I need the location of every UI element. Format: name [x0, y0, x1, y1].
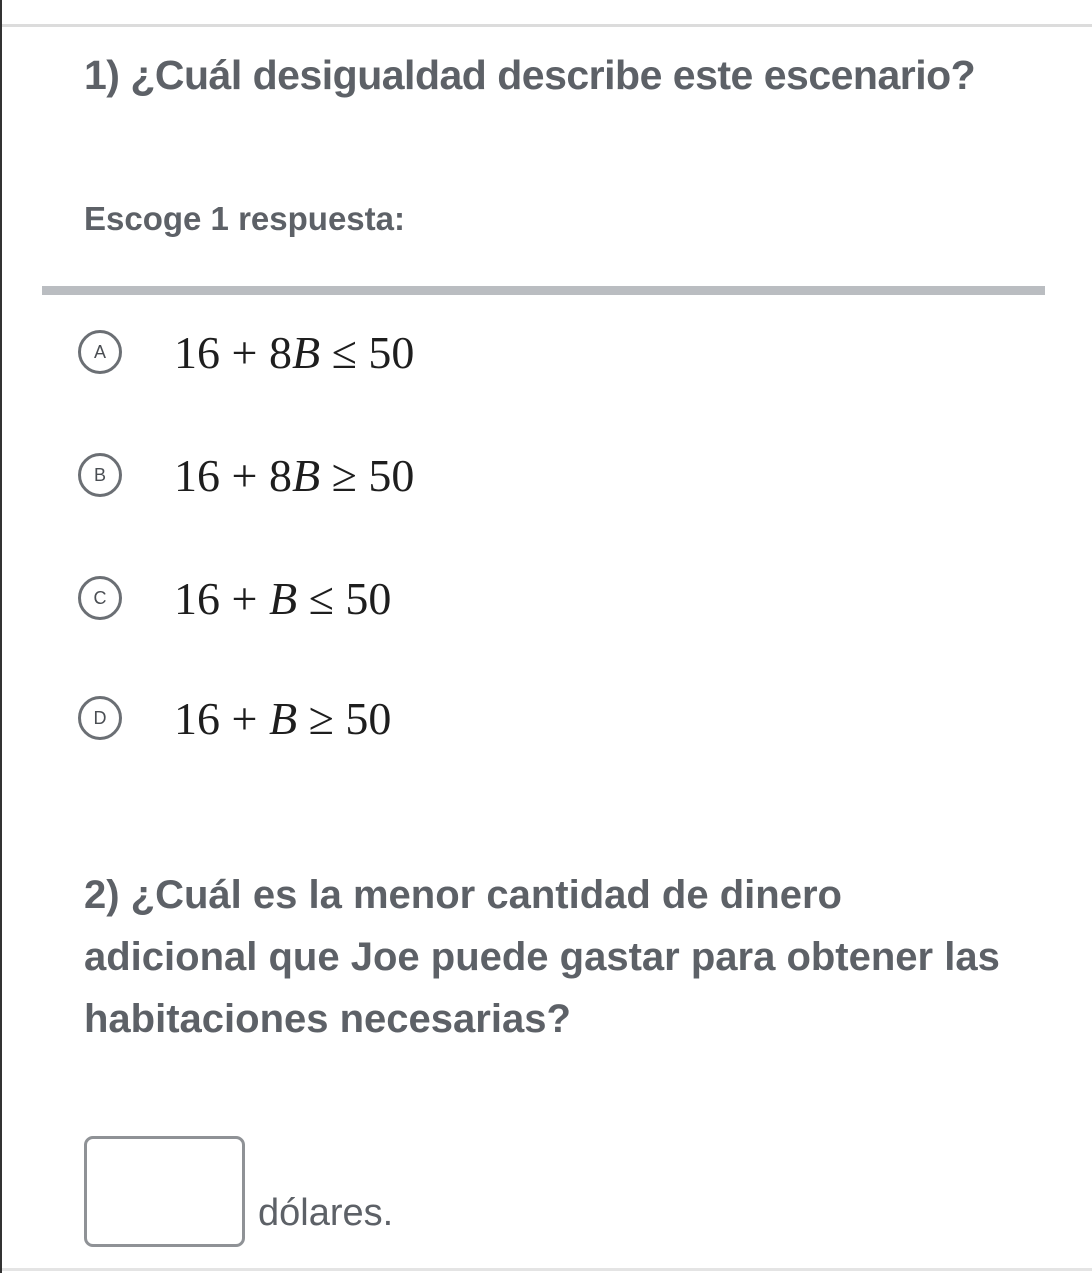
option-b[interactable]: B 16 + 8B ≥ 50: [78, 445, 414, 505]
option-a-text: 16 + 8B ≤ 50: [174, 326, 415, 378]
radio-c[interactable]: C: [78, 576, 122, 620]
option-d-text: 16 + B ≥ 50: [174, 692, 392, 744]
option-c[interactable]: C 16 + B ≤ 50: [78, 568, 391, 628]
options-divider: [42, 286, 1045, 295]
radio-b[interactable]: B: [78, 453, 122, 497]
option-a[interactable]: A 16 + 8B ≤ 50: [78, 322, 414, 382]
bottom-divider: [2, 1268, 1092, 1271]
radio-d[interactable]: D: [78, 696, 122, 740]
option-c-text: 16 + B ≤ 50: [174, 572, 392, 624]
radio-a[interactable]: A: [78, 330, 122, 374]
top-divider: [2, 24, 1092, 27]
left-border: [0, 0, 2, 1273]
question-1-title: 1) ¿Cuál desigualdad describe este escen…: [84, 52, 976, 98]
question-2-title: 2) ¿Cuál es la menor cantidad de dinero …: [84, 873, 1000, 1041]
unit-label: dólares.: [258, 1192, 394, 1234]
answer-input[interactable]: [84, 1136, 245, 1247]
option-d[interactable]: D 16 + B ≥ 50: [78, 688, 391, 748]
choose-prompt: Escoge 1 respuesta:: [84, 200, 405, 237]
option-b-text: 16 + 8B ≥ 50: [174, 449, 415, 501]
